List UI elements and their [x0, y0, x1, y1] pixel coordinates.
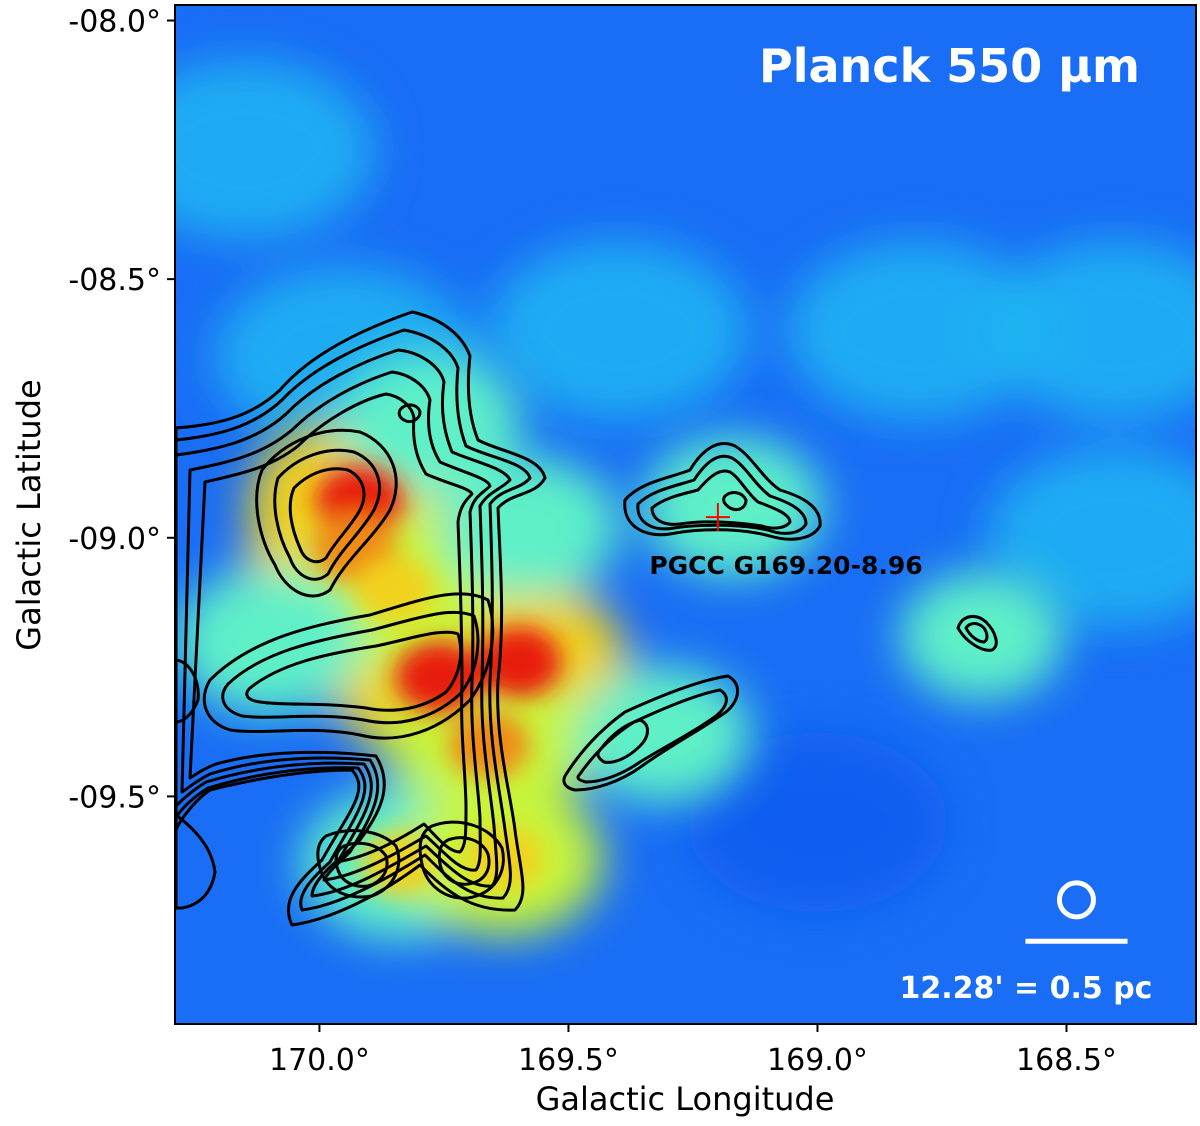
contour-upper-peak-3	[288, 467, 366, 564]
contour-small-clump-inner	[964, 622, 989, 644]
pgcc-source-marker	[705, 503, 730, 532]
background-patch-5	[986, 447, 1196, 628]
plot-area	[175, 5, 1196, 1024]
pgcc-source-label: PGCC G169.20-8.96	[649, 551, 922, 580]
background-patch-3	[787, 240, 1048, 421]
contour-main-2	[175, 328, 532, 912]
y-axis-label: Galactic Latitude	[10, 379, 48, 650]
contour-ridge-2	[221, 610, 480, 725]
y-tick-label-0: -08.0°	[68, 5, 161, 40]
contour-left-edge-lower	[175, 813, 217, 910]
contour-pgcc-clump-3	[650, 469, 792, 530]
contour-upper-peak-2	[273, 448, 381, 581]
beam-circle	[1056, 880, 1096, 920]
x-axis-label: Galactic Longitude	[536, 1080, 835, 1118]
contour-pgcc-knot	[722, 491, 748, 512]
emission-core-5	[354, 557, 434, 623]
y-tick-label-1: -08.5°	[68, 263, 161, 298]
x-tick-label-0: 170.0°	[269, 1043, 370, 1078]
emission-halo-12	[575, 665, 752, 803]
x-axis-ticks: 170.0° 169.5° 169.0° 168.5°	[269, 1024, 1117, 1078]
emission-halo-13	[899, 572, 1064, 701]
intensity-contours	[175, 310, 998, 927]
contour-left-edge-middle	[175, 658, 200, 724]
background-patch-2	[986, 240, 1196, 421]
contour-filament-1	[562, 674, 739, 792]
contour-lower-left-lobe	[316, 829, 401, 899]
contour-lower-right-lobe-inner	[437, 836, 491, 886]
contour-lower-right-lobe	[418, 820, 505, 900]
beam-size-circle	[1056, 880, 1096, 920]
panel-title: Planck 550 μm	[759, 39, 1140, 93]
contour-north-knot	[397, 403, 422, 424]
emission-core-4	[448, 711, 530, 778]
contour-lower-left-lobe-inner	[334, 841, 389, 888]
y-tick-label-2: -09.0°	[68, 522, 161, 557]
plot-frame	[174, 4, 1197, 1025]
background-patch-1	[488, 240, 749, 421]
contour-main-3	[175, 348, 512, 898]
contour-upper-peak-1	[255, 428, 398, 598]
x-tick-label-2: 169.0°	[767, 1043, 868, 1078]
scale-bar-label: 12.28' = 0.5 pc	[900, 971, 1153, 1006]
contour-small-clump	[956, 615, 998, 652]
contour-ridge-3	[245, 630, 463, 712]
contour-pgcc-clump-1	[623, 442, 822, 541]
background-patch-0	[175, 59, 375, 240]
contour-ridge-1	[202, 592, 495, 740]
y-tick-label-3: -09.5°	[68, 780, 161, 815]
x-tick-label-3: 168.5°	[1016, 1043, 1117, 1078]
x-tick-label-1: 169.5°	[518, 1043, 619, 1078]
contour-main-5	[188, 392, 474, 864]
contour-filament-3	[596, 718, 649, 764]
y-axis-ticks: -08.0° -08.5° -09.0° -09.5°	[68, 5, 175, 815]
background-patch-4	[687, 732, 948, 913]
contour-main-4	[180, 370, 492, 882]
contour-pgcc-clump-2	[636, 454, 808, 535]
contour-main-1	[175, 310, 547, 927]
